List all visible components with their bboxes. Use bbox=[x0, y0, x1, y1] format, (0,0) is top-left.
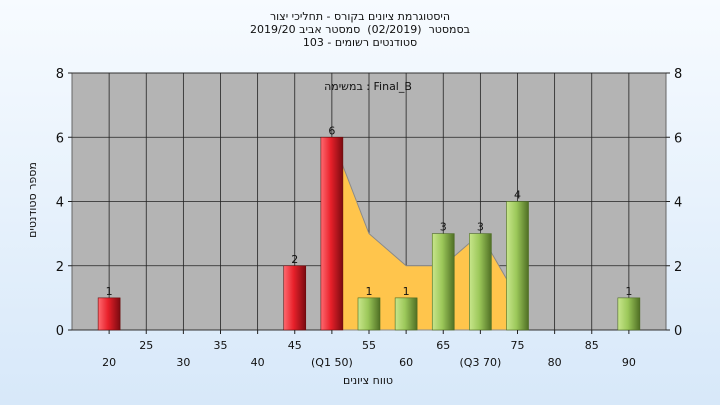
axes: 0 0 2 2 4 4 6 6 8 8 25 35 45 55 65 75 85 20 30 40 (Q1 50) 60 (… bbox=[56, 67, 683, 369]
y-tick-label-left: 2 bbox=[56, 260, 64, 275]
x-tick-label-lower: 60 bbox=[399, 356, 413, 369]
y-tick-label-left: 8 bbox=[56, 67, 64, 82]
bar bbox=[506, 201, 529, 331]
y-tick-label-left: 6 bbox=[56, 131, 64, 146]
bar-series: 1 2 6 1 1 3 3 4 1 bbox=[97, 124, 641, 331]
bar bbox=[357, 297, 381, 331]
bar bbox=[394, 297, 418, 331]
x-tick-label-upper: 75 bbox=[511, 339, 525, 352]
bar-value-label: 1 bbox=[625, 285, 632, 298]
bar-value-label: 1 bbox=[366, 285, 373, 298]
y-axis-title: מספר סטודנטים bbox=[26, 162, 39, 238]
x-tick-label-lower: 30 bbox=[176, 356, 190, 369]
x-tick-label-lower: (Q1 50) bbox=[311, 356, 353, 369]
bar-value-label: 6 bbox=[328, 124, 335, 137]
y-tick-label-right: 6 bbox=[674, 131, 682, 146]
bar bbox=[320, 136, 344, 331]
bar-value-label: 2 bbox=[291, 253, 298, 266]
bar-value-label: 3 bbox=[477, 221, 484, 234]
y-tick-label-left: 0 bbox=[56, 324, 64, 339]
x-axis-title: טווח ציונים bbox=[343, 374, 393, 387]
x-tick-label-upper: 85 bbox=[585, 339, 599, 352]
x-tick-label-lower: 40 bbox=[251, 356, 265, 369]
x-tick-label-upper: 45 bbox=[288, 339, 302, 352]
chart-title-line-3: סטודנטים רשומים - 103 bbox=[302, 36, 418, 49]
bar-value-label: 1 bbox=[106, 285, 113, 298]
x-tick-label-upper: 55 bbox=[362, 339, 376, 352]
bar-value-label: 1 bbox=[403, 285, 410, 298]
y-tick-label-right: 2 bbox=[674, 260, 682, 275]
x-tick-label-upper: 35 bbox=[214, 339, 228, 352]
bar bbox=[469, 233, 492, 331]
bar bbox=[617, 297, 641, 331]
y-tick-label-right: 8 bbox=[674, 67, 682, 82]
chart-titles: היסטוגרמת ציונים בקורס - תחליכי יצור בסמ… bbox=[0, 10, 720, 49]
y-tick-label-right: 0 bbox=[674, 324, 682, 339]
bar-value-label: 4 bbox=[514, 189, 521, 202]
x-tick-label-lower: 20 bbox=[102, 356, 116, 369]
x-tick-label-lower: (Q3 70) bbox=[460, 356, 502, 369]
bar bbox=[283, 265, 307, 331]
chart-title-line-1: היסטוגרמת ציונים בקורס - תחליכי יצור bbox=[269, 10, 451, 23]
bar bbox=[97, 297, 121, 331]
x-tick-label-upper: 65 bbox=[436, 339, 450, 352]
chart-annotation: במשימה : Final_B bbox=[324, 80, 412, 93]
bar bbox=[431, 233, 455, 331]
x-tick-label-lower: 90 bbox=[622, 356, 636, 369]
x-tick-label-lower: 80 bbox=[548, 356, 562, 369]
chart-title-line-2: בסמסטר (02/2019) סמסטר אביב 2019/20 bbox=[249, 23, 471, 36]
y-tick-label-left: 4 bbox=[56, 196, 64, 211]
x-tick-label-upper: 25 bbox=[139, 339, 153, 352]
y-tick-label-right: 4 bbox=[674, 196, 682, 211]
bar-value-label: 3 bbox=[440, 221, 447, 234]
